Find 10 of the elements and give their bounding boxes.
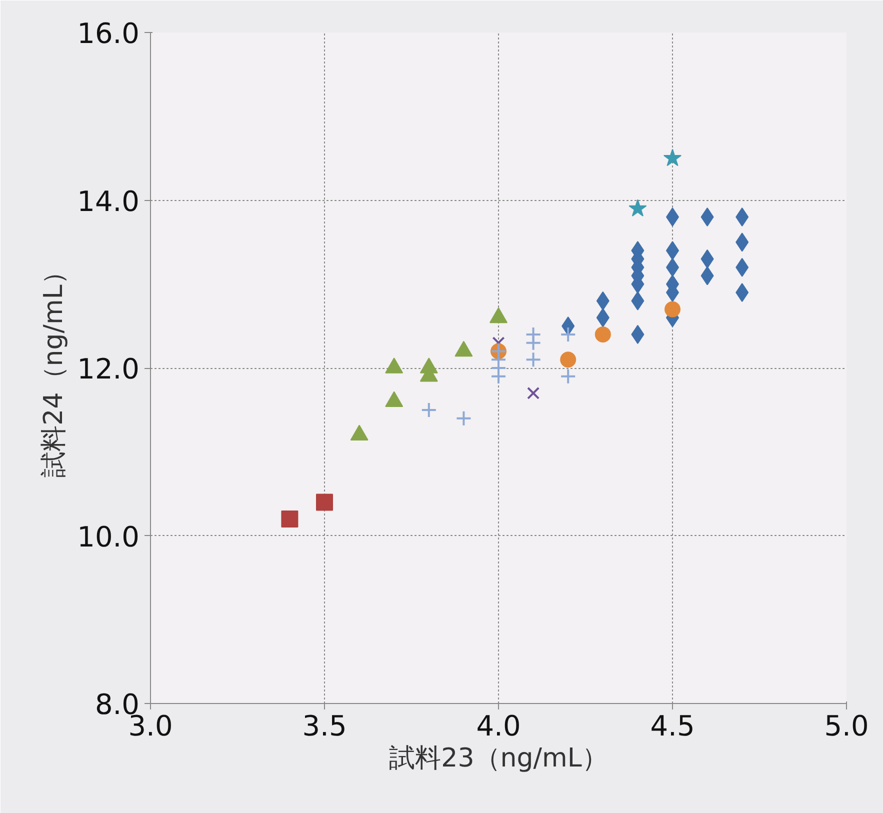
x-axis-title: 試料23（ng/mL） xyxy=(389,744,608,774)
x-tick-label: 4.5 xyxy=(650,710,695,742)
y-tick-label: 16.0 xyxy=(77,17,140,50)
x-tick-label: 4.0 xyxy=(476,710,521,742)
y-tick-label: 12.0 xyxy=(77,352,140,386)
y-axis-title: 試料24（ng/mL） xyxy=(39,258,70,478)
x-tick-label: 3.5 xyxy=(302,710,347,742)
y-tick-label: 14.0 xyxy=(77,184,140,218)
x-tick-label: 5.0 xyxy=(824,710,869,742)
y-tick-label: 10.0 xyxy=(77,520,140,554)
